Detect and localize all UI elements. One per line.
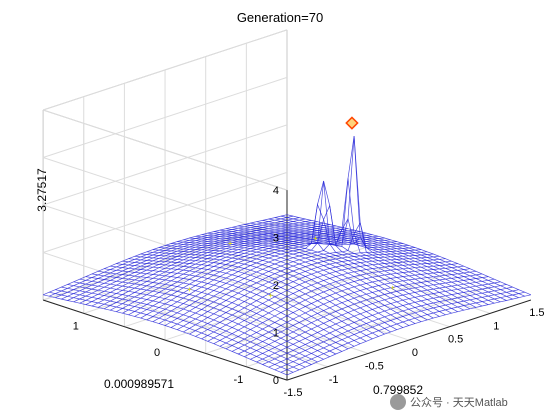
mesh-line: [85, 224, 330, 305]
x-gridline: [205, 246, 450, 328]
mesh-line: [177, 241, 422, 323]
surface-mesh: [42, 135, 532, 376]
watermark: 公众号 · 天天Matlab: [390, 394, 508, 410]
mesh-line: [207, 180, 452, 314]
mesh-line: [213, 204, 458, 313]
mesh-line: [73, 221, 318, 303]
mesh-line: [103, 228, 349, 310]
population-points: + + + + +: [187, 116, 395, 300]
mesh-line: [183, 239, 428, 321]
mesh-line: [116, 231, 361, 313]
mesh-line: [256, 221, 501, 303]
x-tick-label: -0.5: [365, 360, 384, 372]
x-tick-label: 1.5: [529, 307, 544, 319]
mesh-line: [189, 237, 434, 319]
population-point: +: [187, 285, 192, 294]
x-tick-label: 1: [493, 320, 499, 332]
z-tick-label: 2: [273, 280, 279, 292]
mesh-line: [49, 215, 294, 297]
mesh-line: [268, 218, 513, 300]
mesh-line: [171, 243, 416, 324]
mesh-line: [91, 225, 336, 307]
z-axis-label: 3.27517: [35, 168, 49, 212]
y-tick-label: -1: [233, 374, 243, 386]
y-tick-label: 0: [154, 347, 160, 359]
mesh-line: [286, 214, 532, 296]
mesh-line: [55, 217, 300, 299]
population-point: +: [228, 239, 233, 248]
y-axis-label: 0.000989571: [104, 377, 174, 391]
mesh-line: [262, 220, 507, 301]
mesh-line: [158, 180, 403, 324]
mesh-line: [110, 229, 355, 311]
tick-labels: 0 1 2 3 4 -1.5 -1 -0.5 0 0.5 1 1.5 -1 0 1: [73, 185, 545, 399]
z-tick-label: 0: [273, 375, 279, 387]
mesh-line: [67, 220, 312, 301]
mesh-line: [232, 135, 477, 308]
x-tick-label: -1: [329, 374, 339, 386]
mesh-line: [97, 226, 342, 308]
mesh-line: [280, 215, 525, 297]
mesh-line: [268, 286, 513, 368]
mesh-line: [244, 224, 489, 305]
best-point-marker: [345, 116, 359, 130]
mesh-line: [177, 249, 422, 331]
mesh-line: [195, 235, 440, 317]
population-point: +: [390, 283, 395, 292]
mesh-line: [286, 294, 531, 376]
mesh-line: [238, 225, 483, 307]
mesh-line: [146, 239, 391, 321]
mesh-line: [201, 234, 446, 316]
mesh-line: [225, 178, 471, 310]
x-tick-label: 0: [412, 347, 418, 359]
watermark-text: 公众号 · 天天Matlab: [410, 396, 508, 409]
mesh-line: [122, 232, 367, 314]
mesh-line: [274, 217, 519, 299]
x-axis-label: 0.799852: [373, 383, 423, 397]
x-tick-label: 0.5: [448, 334, 463, 346]
mesh-line: [164, 135, 409, 326]
z-tick-label: 3: [273, 233, 279, 245]
mesh-line: [250, 222, 495, 304]
population-point: +: [313, 234, 318, 243]
mesh-line: [140, 237, 385, 319]
y-tick-label: 1: [73, 320, 79, 332]
mesh-line: [61, 218, 306, 300]
y-axis-line: [42, 299, 288, 381]
z-tick-label: 4: [273, 185, 279, 197]
population-point: +: [268, 291, 273, 300]
mesh-line: [128, 234, 373, 316]
mesh-line: [42, 214, 288, 296]
mesh-line: [116, 263, 361, 345]
grid-lines: [42, 29, 532, 381]
x-tick-label: -1.5: [284, 387, 303, 399]
wechat-icon: [390, 394, 406, 410]
mesh-line: [219, 229, 464, 311]
x-axis-line: [286, 299, 532, 381]
z-tick-label: 1: [273, 328, 279, 340]
mesh-line: [213, 263, 458, 345]
mesh-line: [152, 203, 397, 323]
chart-title: Generation=70: [237, 10, 323, 25]
mesh-line: [79, 222, 324, 304]
